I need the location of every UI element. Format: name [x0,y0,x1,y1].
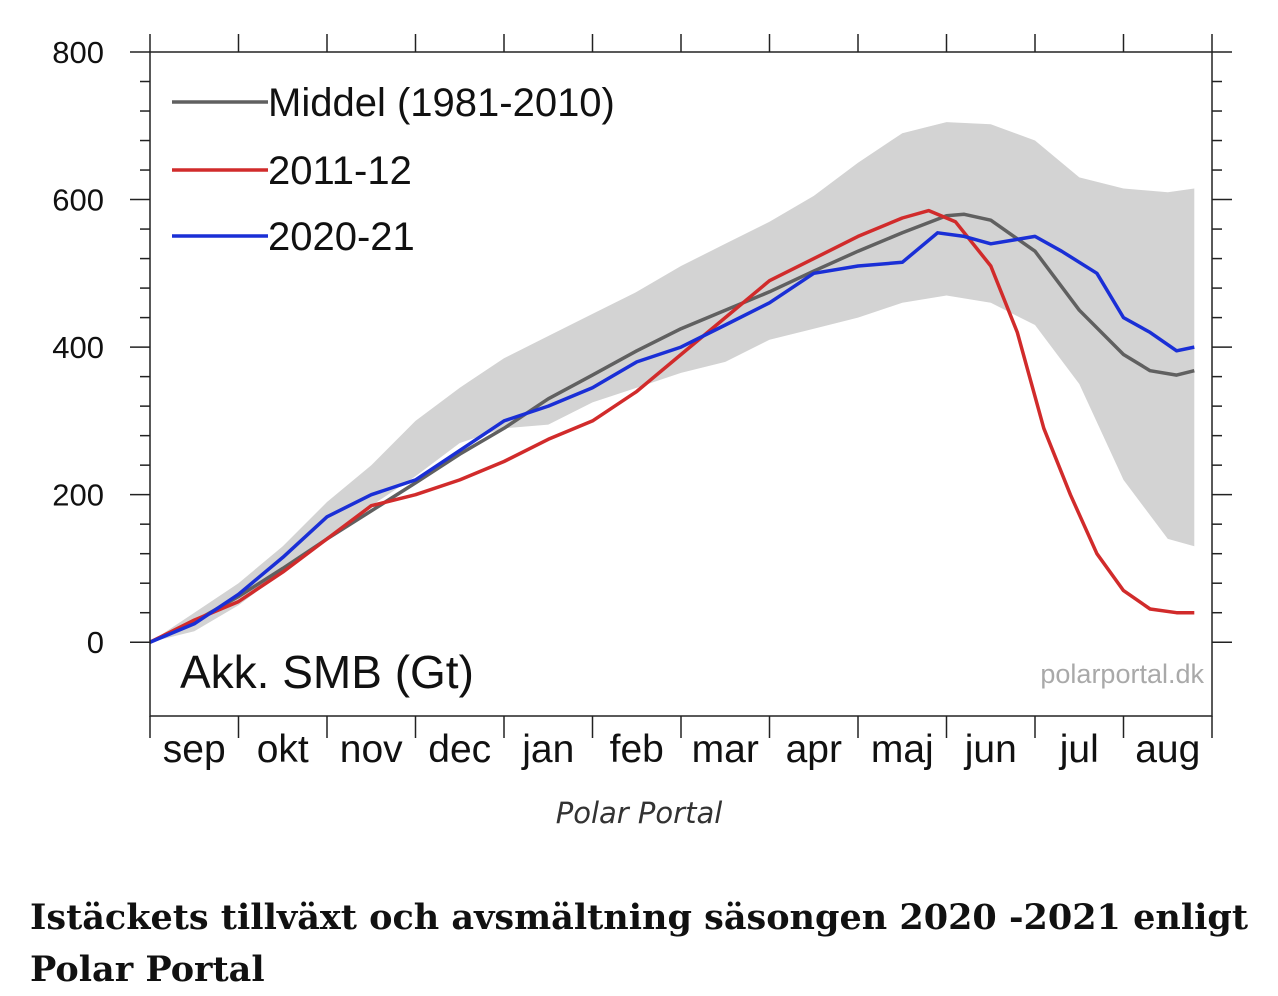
x-tick-label: apr [786,728,842,771]
figure-caption: Polar Portal [555,796,723,830]
x-tick-label: maj [871,728,934,771]
legend-label-1: 2011-12 [268,149,412,193]
x-tick-label: jun [964,728,1017,771]
x-tick-label: feb [610,728,664,771]
series-line-2 [149,231,1195,644]
smb-chart: 0 200 400 600 800 sep okt nov dec jan feb mar apr maj… [52,34,1232,771]
y-tick-label: 800 [52,35,104,70]
y-tick-label: 600 [52,183,104,218]
legend-label-0: Middel (1981-2010) [268,81,615,125]
legend-label-2: 2020-21 [268,215,415,259]
range-band [150,122,1195,643]
x-tick-label: okt [257,728,309,771]
x-tick-label: nov [340,728,403,771]
x-tick-label: aug [1135,728,1200,771]
x-tick-label: jan [521,728,574,771]
x-tick-label: dec [428,728,491,771]
article-headline: Istäckets tillväxt och avsmältning säson… [30,897,1249,990]
y-tick-label: 400 [52,330,104,365]
x-tick-label: sep [163,728,226,771]
y-axis-label: Akk. SMB (Gt) [180,646,474,698]
watermark: polarportal.dk [1040,659,1204,689]
y-tick-label: 200 [52,478,104,513]
x-tick-label: jul [1059,728,1099,771]
y-tick-label: 0 [87,625,104,660]
series-line-1 [149,208,1195,644]
x-tick-label: mar [692,728,759,771]
